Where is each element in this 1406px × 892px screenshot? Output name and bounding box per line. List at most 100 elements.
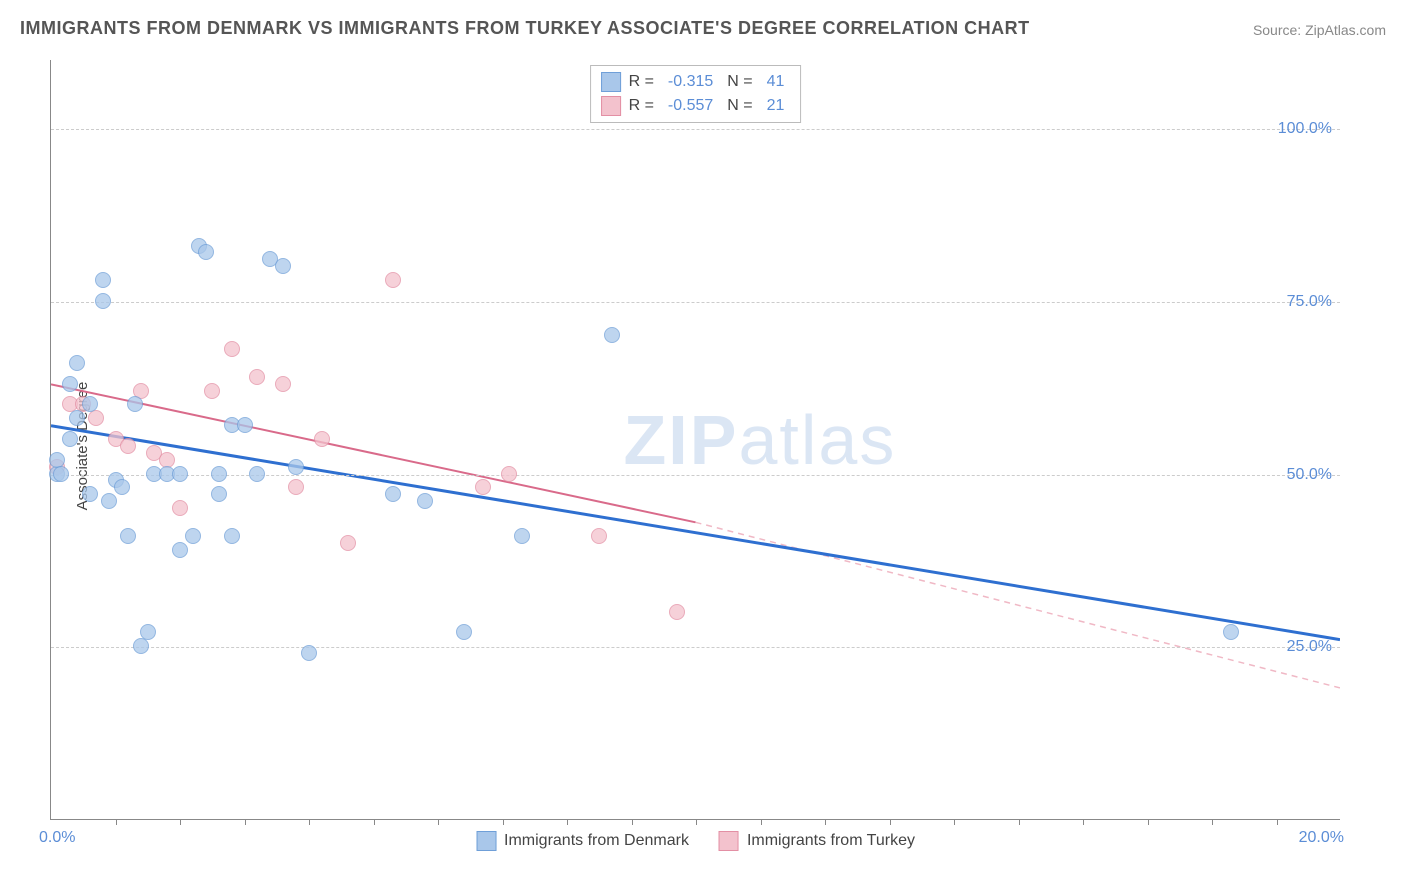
scatter-point-turkey (501, 466, 517, 482)
scatter-point-denmark (211, 486, 227, 502)
legend-stats-row: R = -0.557 N = 21 (601, 94, 791, 118)
x-tick (245, 819, 246, 825)
scatter-point-denmark (127, 396, 143, 412)
x-tick (116, 819, 117, 825)
scatter-point-denmark (82, 486, 98, 502)
x-tick (761, 819, 762, 825)
scatter-point-denmark (120, 528, 136, 544)
legend-n-label: N = (727, 73, 752, 91)
scatter-point-turkey (475, 479, 491, 495)
scatter-point-denmark (172, 542, 188, 558)
legend-series: Immigrants from Denmark Immigrants from … (476, 831, 915, 851)
scatter-point-turkey (314, 431, 330, 447)
scatter-point-denmark (301, 645, 317, 661)
legend-n-value: 21 (767, 97, 785, 115)
x-tick (825, 819, 826, 825)
x-tick (1148, 819, 1149, 825)
x-tick (696, 819, 697, 825)
legend-swatch (601, 96, 621, 116)
x-tick (1083, 819, 1084, 825)
scatter-point-denmark (114, 479, 130, 495)
watermark-zip: ZIP (624, 401, 739, 479)
trend-lines-svg (51, 60, 1340, 819)
scatter-point-denmark (417, 493, 433, 509)
scatter-point-turkey (340, 535, 356, 551)
scatter-point-denmark (237, 417, 253, 433)
legend-n-label: N = (727, 97, 752, 115)
chart-area: ZIPatlas R =-0.315N =41R =-0.557N =21 Im… (50, 60, 1340, 820)
x-tick (632, 819, 633, 825)
scatter-point-denmark (53, 466, 69, 482)
scatter-point-denmark (69, 410, 85, 426)
x-tick-min: 0.0% (39, 829, 75, 847)
legend-swatch (601, 72, 621, 92)
x-tick (1212, 819, 1213, 825)
scatter-point-turkey (385, 272, 401, 288)
x-tick (567, 819, 568, 825)
scatter-point-denmark (1223, 624, 1239, 640)
watermark-atlas: atlas (738, 401, 896, 479)
scatter-point-turkey (172, 500, 188, 516)
x-tick (1277, 819, 1278, 825)
scatter-point-denmark (140, 624, 156, 640)
y-tick-label: 75.0% (1287, 293, 1332, 311)
legend-stats: R = -0.315 N = 41 R = -0.557 N = 21 (590, 65, 802, 123)
watermark: ZIPatlas (624, 400, 897, 480)
scatter-point-turkey (224, 341, 240, 357)
x-tick (180, 819, 181, 825)
legend-item-denmark: Immigrants from Denmark (476, 831, 689, 851)
legend-r-value: -0.315 (668, 73, 713, 91)
scatter-point-denmark (249, 466, 265, 482)
scatter-point-denmark (69, 355, 85, 371)
scatter-point-denmark (211, 466, 227, 482)
x-tick (374, 819, 375, 825)
legend-stats-row: R = -0.315 N = 41 (601, 70, 791, 94)
legend-label-denmark: Immigrants from Denmark (504, 832, 689, 850)
legend-r-label: R = (629, 73, 654, 91)
scatter-point-denmark (275, 258, 291, 274)
gridline (51, 129, 1340, 130)
x-tick (890, 819, 891, 825)
y-tick-label: 100.0% (1278, 120, 1332, 138)
legend-swatch-turkey (719, 831, 739, 851)
x-tick (309, 819, 310, 825)
legend-swatch-denmark (476, 831, 496, 851)
scatter-point-denmark (198, 244, 214, 260)
scatter-point-turkey (288, 479, 304, 495)
scatter-point-denmark (514, 528, 530, 544)
scatter-point-denmark (62, 376, 78, 392)
x-tick (954, 819, 955, 825)
scatter-point-denmark (224, 528, 240, 544)
legend-item-turkey: Immigrants from Turkey (719, 831, 915, 851)
scatter-point-denmark (385, 486, 401, 502)
scatter-point-denmark (95, 272, 111, 288)
scatter-point-denmark (456, 624, 472, 640)
source-label: Source: ZipAtlas.com (1253, 22, 1386, 38)
scatter-point-denmark (185, 528, 201, 544)
scatter-point-denmark (288, 459, 304, 475)
gridline (51, 302, 1340, 303)
scatter-point-denmark (82, 396, 98, 412)
scatter-point-turkey (120, 438, 136, 454)
x-tick (1019, 819, 1020, 825)
scatter-point-turkey (204, 383, 220, 399)
legend-r-label: R = (629, 97, 654, 115)
x-tick (438, 819, 439, 825)
y-tick-label: 25.0% (1287, 638, 1332, 656)
legend-label-turkey: Immigrants from Turkey (747, 832, 915, 850)
scatter-point-turkey (275, 376, 291, 392)
legend-r-value: -0.557 (668, 97, 713, 115)
scatter-point-turkey (669, 604, 685, 620)
scatter-point-denmark (101, 493, 117, 509)
gridline (51, 475, 1340, 476)
scatter-point-denmark (172, 466, 188, 482)
gridline (51, 647, 1340, 648)
x-tick-max: 20.0% (1299, 829, 1344, 847)
y-tick-label: 50.0% (1287, 466, 1332, 484)
x-tick (503, 819, 504, 825)
scatter-point-denmark (95, 293, 111, 309)
scatter-point-denmark (133, 638, 149, 654)
scatter-point-denmark (62, 431, 78, 447)
scatter-point-turkey (88, 410, 104, 426)
legend-n-value: 41 (767, 73, 785, 91)
